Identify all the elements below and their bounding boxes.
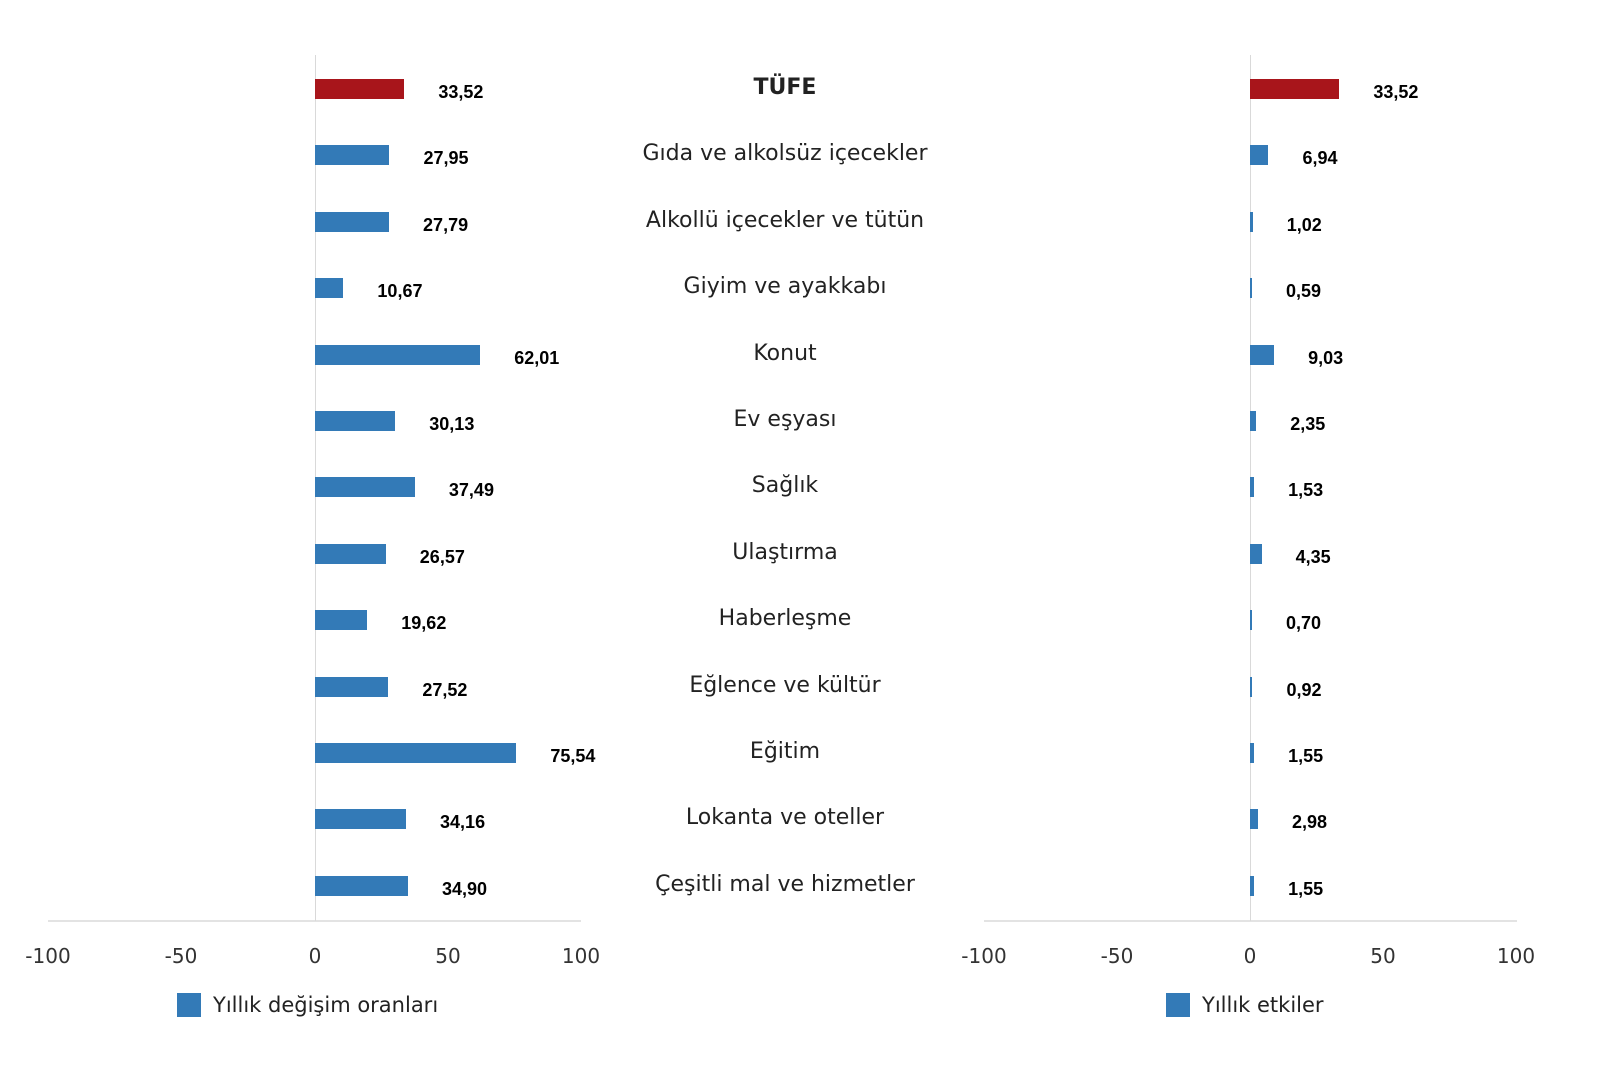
- category-label: Ulaştırma: [732, 539, 838, 565]
- left-value-label: 62,01: [514, 347, 560, 368]
- left-value-label: 26,57: [419, 546, 465, 567]
- category-label: Gıda ve alkolsüz içecekler: [642, 141, 928, 167]
- right-value-label: 1,55: [1288, 746, 1324, 766]
- right-bar: [1250, 344, 1275, 365]
- left-value-label: 27,52: [422, 679, 468, 700]
- left-value-label: 75,54: [550, 746, 596, 766]
- right-value-label: 6,94: [1302, 148, 1338, 169]
- right-value-label: 1,53: [1288, 480, 1324, 501]
- right-bar: [1250, 79, 1340, 99]
- left-bar: [315, 743, 517, 763]
- left-tick: -100: [25, 944, 71, 968]
- right-tick: -100: [961, 944, 1007, 968]
- right-tick: 0: [1243, 944, 1257, 968]
- left-tick: 50: [435, 944, 461, 968]
- right-bar: [1250, 543, 1262, 564]
- right-bar: [1250, 145, 1269, 166]
- left-bar: [315, 676, 389, 697]
- legend-label: Yıllık etkiler: [1202, 993, 1324, 1017]
- right-value-label: 0,92: [1286, 679, 1322, 700]
- legend-swatch-icon: [177, 993, 201, 1017]
- right-value-label: 9,03: [1308, 347, 1344, 368]
- right-value-label: 2,35: [1290, 414, 1326, 434]
- legend-swatch-icon: [1166, 993, 1190, 1017]
- left-value-label: 27,79: [423, 214, 469, 235]
- left-value-label: 33,52: [438, 82, 484, 102]
- right-x-axis: [984, 920, 1517, 922]
- right-tick: 100: [1496, 944, 1536, 968]
- left-bar: [315, 610, 368, 631]
- right-bar: [1250, 211, 1253, 232]
- left-bar: [315, 278, 344, 299]
- right-bar: [1250, 676, 1253, 697]
- right-bar: [1250, 743, 1255, 763]
- right-value-label: 0,70: [1286, 613, 1322, 634]
- category-label: Sağlık: [751, 473, 819, 499]
- left-value-label: 37,49: [448, 480, 494, 501]
- right-value-label: 4,35: [1295, 546, 1331, 567]
- left-bar: [315, 411, 396, 431]
- category-label: TÜFE: [753, 75, 817, 100]
- left-legend: Yıllık değişim oranları: [177, 993, 438, 1017]
- left-x-axis: [48, 920, 581, 922]
- left-bar: [315, 477, 415, 498]
- left-value-label: 10,67: [377, 281, 423, 302]
- right-legend: Yıllık etkiler: [1166, 993, 1324, 1017]
- left-bar: [315, 809, 407, 830]
- left-value-label: 34,16: [440, 812, 486, 833]
- left-bar: [315, 79, 405, 99]
- legend-label: Yıllık değişim oranları: [213, 993, 439, 1017]
- right-bar: [1250, 477, 1255, 498]
- right-value-label: 0,59: [1286, 281, 1322, 302]
- right-value-label: 1,55: [1288, 878, 1324, 899]
- left-value-label: 34,90: [442, 878, 488, 899]
- category-label: Çeşitli mal ve hizmetler: [655, 871, 915, 897]
- right-bar: [1250, 278, 1252, 299]
- category-label: Lokanta ve oteller: [685, 805, 885, 831]
- category-label: Eğlence ve kültür: [689, 672, 881, 698]
- right-bar: [1250, 411, 1257, 431]
- left-bar: [315, 543, 386, 564]
- left-value-label: 30,13: [429, 414, 475, 434]
- left-tick: -50: [164, 944, 198, 968]
- left-bar: [315, 145, 390, 166]
- category-label: Ev eşyası: [733, 407, 837, 432]
- left-value-label: 27,95: [423, 148, 469, 169]
- right-bar: [1250, 875, 1255, 896]
- left-bar: [315, 344, 481, 365]
- right-tick: 50: [1370, 944, 1396, 968]
- category-label: Eğitim: [749, 739, 821, 764]
- category-label: Alkollü içecekler ve tütün: [645, 207, 925, 233]
- left-tick: 100: [561, 944, 601, 968]
- right-bar: [1250, 809, 1258, 830]
- left-tick: 0: [308, 944, 322, 968]
- right-tick: -50: [1100, 944, 1134, 968]
- right-value-label: 1,02: [1286, 214, 1322, 235]
- left-bar: [315, 875, 408, 896]
- right-value-label: 2,98: [1291, 812, 1327, 833]
- left-value-label: 19,62: [401, 613, 447, 634]
- category-label: Haberleşme: [718, 606, 852, 632]
- right-value-label: 33,52: [1373, 82, 1419, 102]
- left-bar: [315, 211, 390, 232]
- category-label: Konut: [753, 340, 817, 366]
- right-bar: [1250, 610, 1252, 631]
- category-label: Giyim ve ayakkabı: [683, 274, 887, 300]
